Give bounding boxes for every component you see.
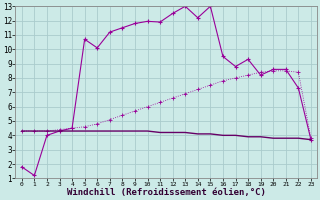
X-axis label: Windchill (Refroidissement éolien,°C): Windchill (Refroidissement éolien,°C) <box>67 188 266 197</box>
